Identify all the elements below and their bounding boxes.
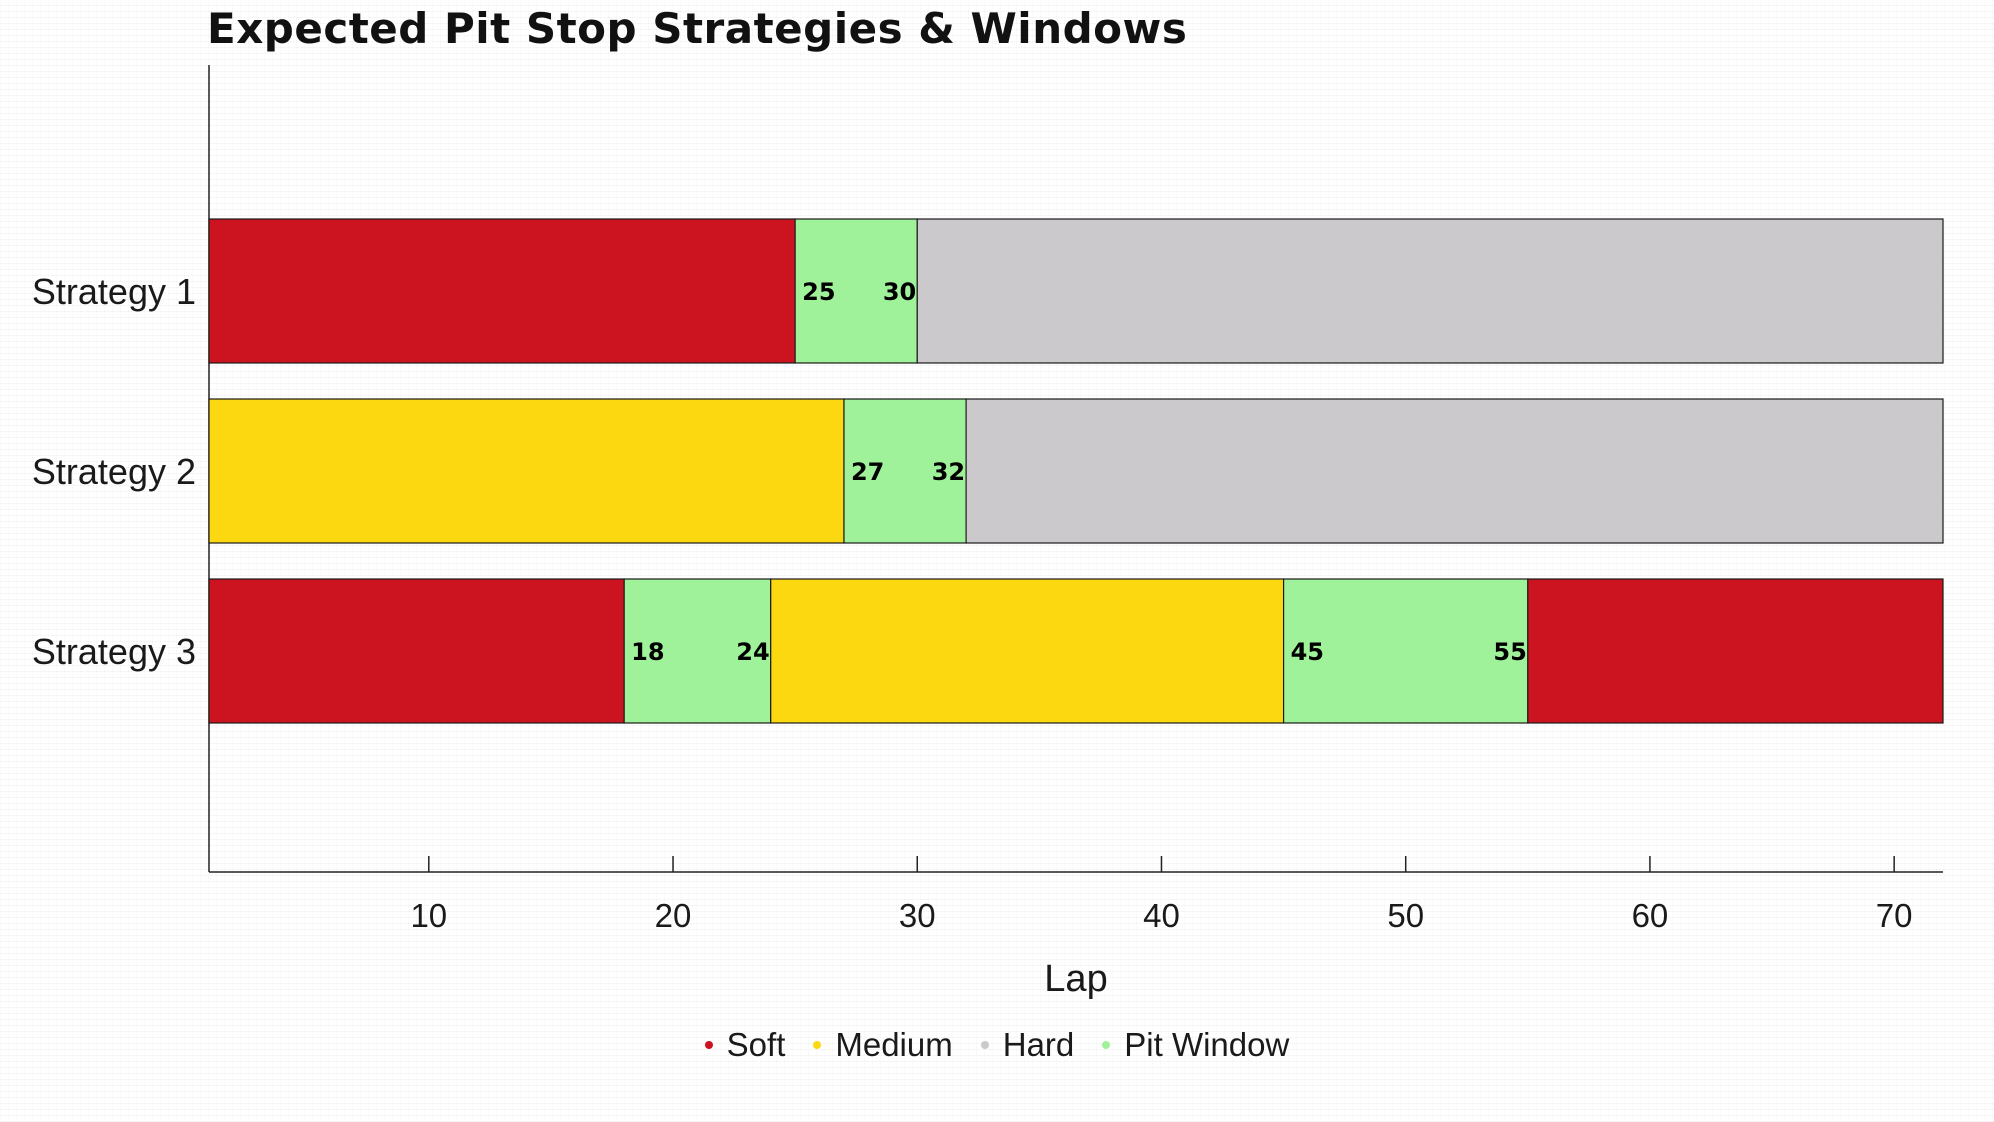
x-tick-label: 10 [410,897,447,934]
category-label: Strategy 2 [32,451,196,492]
x-tick-label: 60 [1632,897,1669,934]
window-start-label: 25 [802,278,835,306]
x-tick-label: 30 [899,897,936,934]
legend-swatch [1102,1041,1111,1049]
bar-segment-3-2 [623,578,772,724]
legend-item: Soft [704,1026,786,1064]
x-tick-label: 50 [1387,897,1424,934]
legend-item: Hard [980,1026,1075,1064]
window-end-label: 55 [1493,638,1526,666]
category-label: Strategy 1 [32,271,196,312]
legend-label: Medium [835,1026,953,1063]
bar-segment-1-3 [916,218,1944,364]
window-start-label: 45 [1291,638,1324,666]
legend-item: Medium [813,1026,953,1064]
bar-segment-2-2 [843,398,967,544]
window-start-label: 27 [851,458,884,486]
window-end-label: 32 [932,458,965,486]
bar-segment-3-1 [208,578,625,724]
bar-segment-1-2 [794,218,918,364]
window-end-label: 24 [736,638,769,666]
legend-label: Pit Window [1124,1026,1290,1063]
legend-swatch [704,1041,713,1049]
bar-segment-2-3 [965,398,1944,544]
bar-segment-1-1 [208,218,796,364]
x-tick-label: 70 [1876,897,1913,934]
chart-title: Expected Pit Stop Strategies & Windows [207,4,1188,53]
legend-label: Hard [1002,1026,1075,1063]
window-end-label: 30 [883,278,916,306]
x-axis-label: Lap [1044,958,1107,1000]
bar-segment-3-4 [1282,578,1529,724]
bar-segment-3-3 [770,578,1285,724]
window-start-label: 18 [631,638,664,666]
legend-swatch [813,1041,822,1049]
bar-segment-3-5 [1527,578,1944,724]
x-tick-label: 40 [1143,897,1180,934]
legend-swatch [980,1041,989,1049]
legend-item: Pit Window [1102,1026,1289,1064]
legend: Soft Medium Hard Pit Window [0,1026,1994,1064]
bar-segment-2-1 [208,398,845,544]
x-tick-label: 20 [655,897,692,934]
category-label: Strategy 3 [32,631,196,672]
legend-label: Soft [726,1026,786,1063]
